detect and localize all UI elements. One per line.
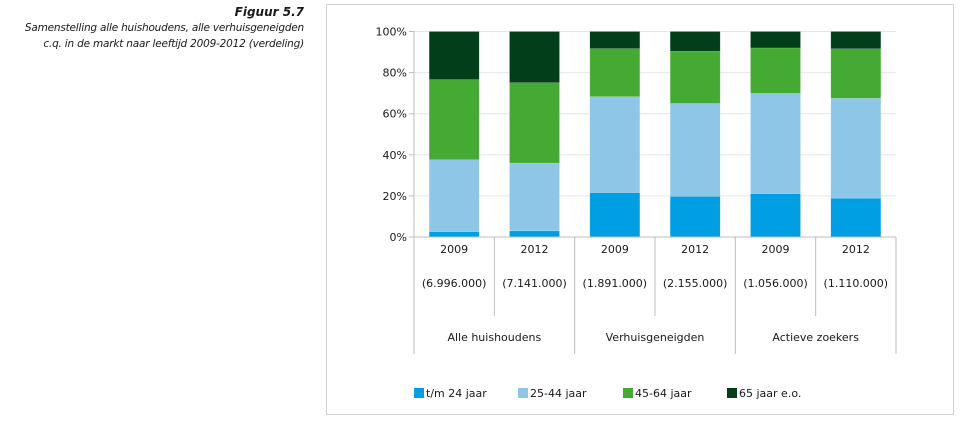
bar-segment <box>428 231 480 238</box>
x-category-count: (2.155.000) <box>663 277 728 290</box>
x-category-count: (6.996.000) <box>422 277 487 290</box>
legend-label: 45-64 jaar <box>635 387 692 400</box>
legend-swatch <box>414 388 424 398</box>
y-tick-label: 100% <box>376 26 407 39</box>
gridlines <box>414 31 896 197</box>
x-category-count: (7.141.000) <box>502 277 567 290</box>
bar-segment <box>750 93 801 194</box>
legend-label: 65 jaar e.o. <box>739 387 801 400</box>
bar-segment <box>589 31 641 49</box>
bar-segment <box>830 48 882 99</box>
y-tick-label: 0% <box>390 231 407 244</box>
x-category-count: (1.056.000) <box>743 277 808 290</box>
bar-segment <box>750 31 801 49</box>
bar-segment <box>669 103 721 197</box>
y-tick-label: 60% <box>383 108 407 121</box>
bar-segment <box>750 47 801 94</box>
figure-title-line-1: Samenstelling alle huishoudens, alle ver… <box>24 22 304 34</box>
bar-segment <box>669 50 721 104</box>
bar-segment <box>428 159 480 232</box>
chart-frame <box>326 4 954 415</box>
bar-segment <box>750 193 801 238</box>
bar-segment <box>830 197 882 238</box>
bar-segment <box>669 31 721 52</box>
y-tick-label: 40% <box>383 149 407 162</box>
bar-segment <box>830 98 882 199</box>
bars <box>428 31 882 238</box>
y-axis-ticks: 0% 20% 40% 60% 80% 100% <box>376 26 414 244</box>
figure-title-line-2: c.q. in de markt naar leeftijd 2009-2012… <box>43 38 304 50</box>
x-group-label: Actieve zoekers <box>772 331 859 344</box>
legend: t/m 24 jaar 25-44 jaar 45-64 jaar 65 jaar e… <box>414 387 801 400</box>
legend-swatch <box>623 388 633 398</box>
figure-caption: Figuur 5.7 Samenstelling alle huishouden… <box>0 4 304 52</box>
bar-segment <box>589 192 641 238</box>
y-tick-label: 20% <box>383 190 407 203</box>
x-category-count: (1.891.000) <box>583 277 648 290</box>
bar-segment <box>589 96 641 193</box>
legend-label: 25-44 jaar <box>530 387 587 400</box>
x-category-label: 2012 <box>521 243 549 256</box>
legend-swatch <box>518 388 528 398</box>
x-category-label: 2009 <box>440 243 468 256</box>
x-group-label: Alle huishoudens <box>447 331 541 344</box>
bar-segment <box>428 79 480 160</box>
x-axis-categories: 2009 (6.996.000) 2012 (7.141.000) 2009 (1.891… <box>422 243 888 344</box>
x-category-count: (1.110.000) <box>824 277 889 290</box>
bar-segment <box>509 31 560 83</box>
bar-segment <box>509 162 560 232</box>
x-category-label: 2012 <box>681 243 709 256</box>
bar-segment <box>509 230 560 238</box>
x-group-label: Verhuisgeneigden <box>606 331 705 344</box>
bar-segment <box>669 196 721 238</box>
y-tick-label: 80% <box>383 67 407 80</box>
bar-segment <box>509 82 560 164</box>
axes <box>413 31 897 354</box>
x-category-label: 2009 <box>601 243 629 256</box>
figure-number: Figuur 5.7 <box>234 5 304 19</box>
x-category-label: 2009 <box>762 243 790 256</box>
bar-segment <box>428 31 480 80</box>
legend-label: t/m 24 jaar <box>426 387 487 400</box>
x-category-label: 2012 <box>842 243 870 256</box>
bar-segment <box>830 31 882 50</box>
bar-segment <box>589 48 641 97</box>
legend-swatch <box>727 388 737 398</box>
